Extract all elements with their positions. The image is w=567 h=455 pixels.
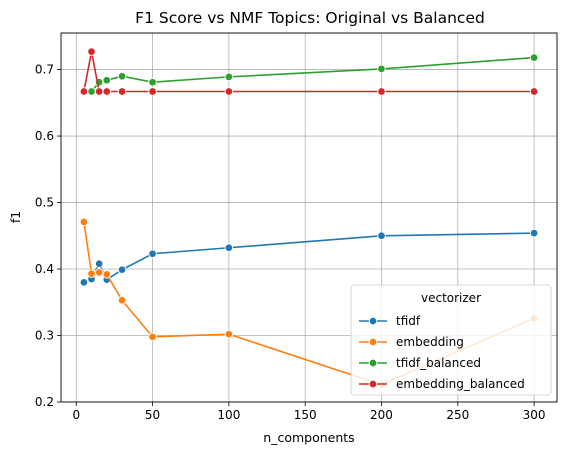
data-point [225,88,233,96]
chart-title: F1 Score vs NMF Topics: Original vs Bala… [135,9,485,27]
legend-marker [369,317,377,325]
x-axis-label: n_components [263,430,354,445]
x-tick-label: 250 [446,408,469,422]
data-point [149,333,157,341]
x-tick-label: 200 [370,408,393,422]
data-point [118,266,126,274]
x-tick-label: 0 [72,408,80,422]
x-tick-label: 300 [523,408,546,422]
data-point [225,330,233,338]
data-point [103,76,111,84]
legend-label: tfidf_balanced [396,356,481,370]
legend-marker [369,380,377,388]
series-tfidf [80,229,538,286]
legend-title: vectorizer [421,291,481,305]
y-tick-label: 0.7 [35,63,54,77]
series-tfidf_balanced [80,54,538,96]
data-point [378,232,386,240]
data-point [530,229,538,237]
data-point [95,269,103,277]
data-point [378,88,386,96]
legend-label: embedding_balanced [396,377,525,391]
data-point [88,270,96,278]
data-point [530,54,538,62]
data-point [88,88,96,96]
data-point [95,88,103,96]
data-point [225,244,233,252]
y-tick-label: 0.4 [35,262,54,276]
y-axis-label: f1 [8,211,23,223]
x-tick-label: 100 [217,408,240,422]
data-point [80,218,88,226]
data-point [103,88,111,96]
y-tick-label: 0.3 [35,329,54,343]
data-point [149,78,157,86]
series-line-tfidf_balanced [84,58,534,92]
legend-label: embedding [396,335,464,349]
data-point [378,65,386,73]
y-tick-label: 0.5 [35,196,54,210]
y-tick-label: 0.6 [35,129,54,143]
data-point [118,296,126,304]
data-point [88,48,96,56]
legend-label: tfidf [396,314,421,328]
x-tick-label: 50 [145,408,160,422]
data-point [80,279,88,287]
data-point [149,250,157,258]
data-point [530,88,538,96]
data-point [95,260,103,268]
legend-marker [369,338,377,346]
legend-marker [369,359,377,367]
data-point [118,88,126,96]
data-point [118,72,126,80]
data-point [103,271,111,279]
data-point [80,88,88,96]
data-point [225,73,233,81]
x-tick-label: 150 [294,408,317,422]
y-tick-label: 0.2 [35,395,54,409]
data-point [149,88,157,96]
series-embedding_balanced [80,48,538,95]
